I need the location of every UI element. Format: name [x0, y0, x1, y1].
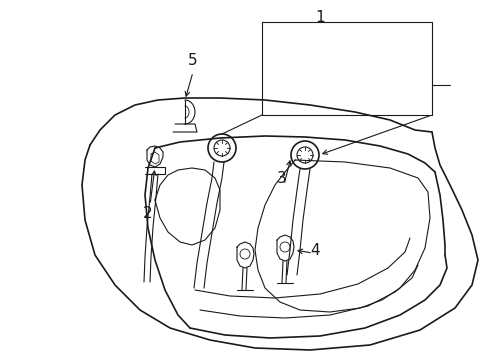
Text: 2: 2: [143, 206, 153, 220]
Text: 5: 5: [188, 53, 198, 68]
Text: 1: 1: [315, 9, 324, 24]
Text: 3: 3: [277, 171, 286, 185]
Text: 4: 4: [309, 243, 319, 257]
